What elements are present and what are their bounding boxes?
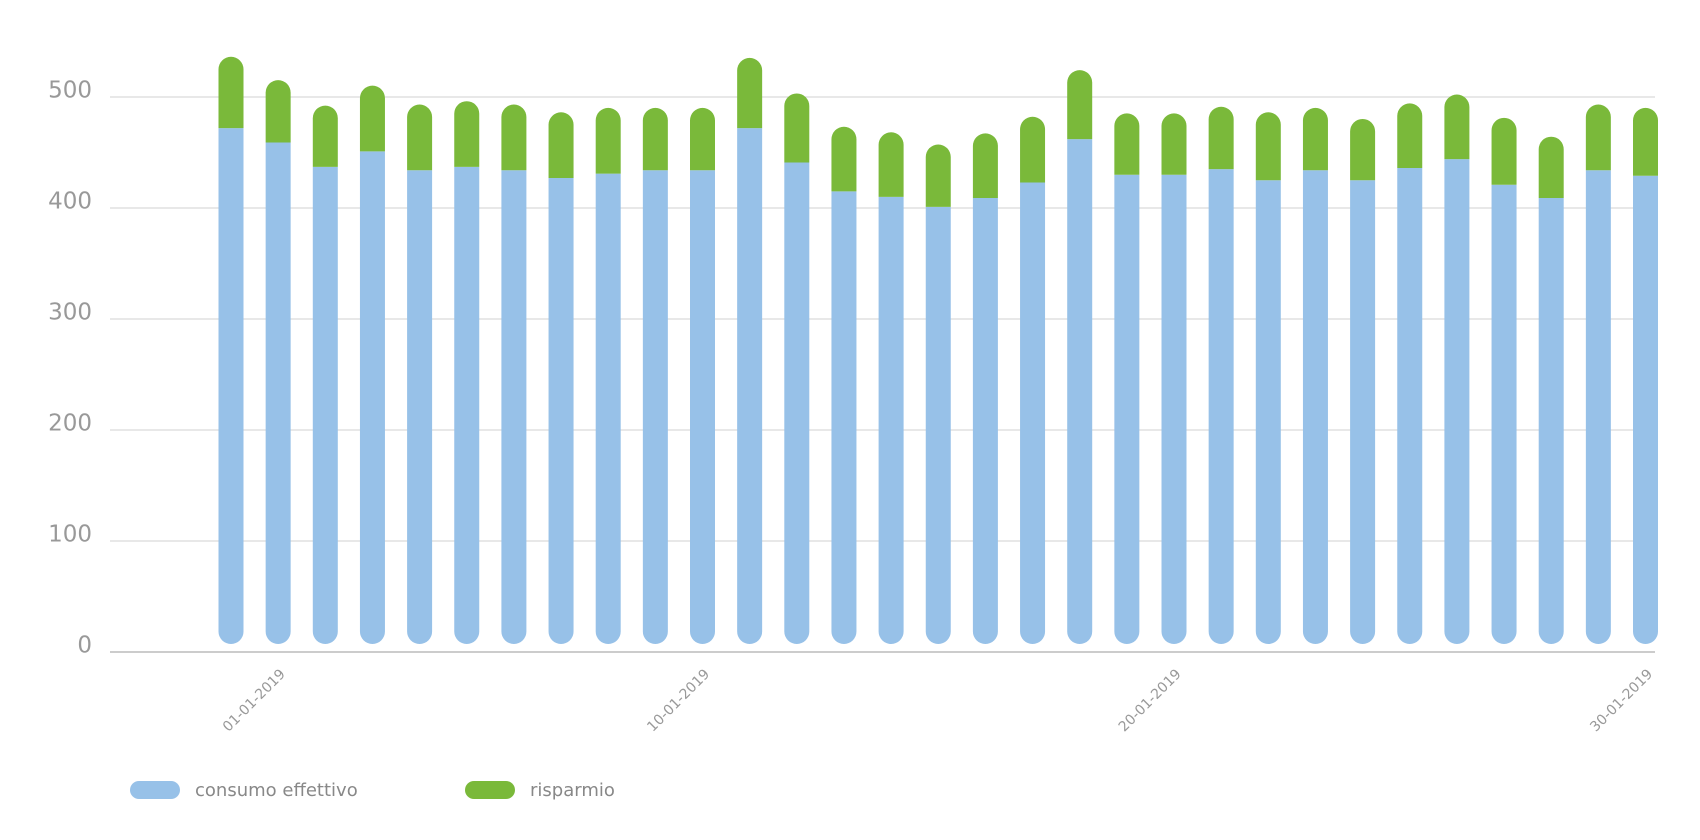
bar-segment <box>548 178 574 644</box>
bar-segment <box>972 198 998 644</box>
bar-segment <box>1302 170 1328 644</box>
bar-segment <box>1114 174 1140 644</box>
legend-swatch <box>465 781 515 799</box>
bar-segment <box>1444 94 1470 160</box>
bar-segment <box>1255 180 1281 644</box>
bar-segment <box>1633 175 1658 644</box>
bar-segment <box>218 56 244 129</box>
bar-segment <box>454 166 480 644</box>
bar-segment <box>407 104 433 171</box>
y-tick-label: 300 <box>48 300 92 326</box>
bar-segment <box>1633 107 1658 176</box>
bar-segment <box>595 107 621 174</box>
bar-segment <box>925 144 951 207</box>
bar-segment <box>312 105 338 167</box>
y-tick-label: 100 <box>48 522 92 548</box>
bar-segment <box>1067 70 1093 140</box>
bar-segment <box>878 196 904 644</box>
bar-segment <box>831 126 857 192</box>
x-tick-label: 10-01-2019 <box>644 666 713 735</box>
bar-segment <box>595 173 621 644</box>
bar-segment <box>1491 184 1517 644</box>
bar-segment <box>1538 136 1564 199</box>
bar-segment <box>1020 182 1046 645</box>
bar-segment <box>690 170 715 644</box>
x-tick-label: 01-01-2019 <box>220 666 289 735</box>
bar-segment <box>1585 170 1611 644</box>
bar-segment <box>878 132 904 197</box>
y-tick-label: 200 <box>48 411 92 437</box>
bar-segment <box>501 170 527 644</box>
x-tick-label: 20-01-2019 <box>1116 666 1185 735</box>
bar-segment <box>642 170 668 644</box>
bar-segment <box>1020 116 1046 183</box>
bar-segment <box>1397 168 1423 645</box>
bar-segment <box>407 170 433 644</box>
bar-segment <box>972 133 998 199</box>
bar-segment <box>1161 174 1187 644</box>
bar-segment <box>1491 117 1517 185</box>
bar-segment <box>690 107 715 171</box>
bar-segment <box>1585 104 1611 171</box>
bar-segment <box>1208 106 1234 170</box>
y-tick-label: 0 <box>77 633 92 659</box>
bar-segment <box>218 128 244 644</box>
bar-segment <box>1397 103 1423 169</box>
bar-segment <box>1350 180 1376 644</box>
bar-segment <box>925 206 951 644</box>
bar-segment <box>1114 113 1140 175</box>
bar-segment <box>784 162 810 644</box>
bar-segment <box>784 93 810 163</box>
bar-segment <box>501 104 527 171</box>
bar-segment <box>1161 113 1187 175</box>
y-tick-label: 500 <box>48 78 92 104</box>
bar-segment <box>1255 112 1281 181</box>
bar-segment <box>1538 198 1564 644</box>
bar-segment <box>548 112 574 179</box>
bar-segment <box>312 166 338 644</box>
bar-segment <box>737 128 763 644</box>
bar-segment <box>1444 159 1470 644</box>
x-tick-label: 30-01-2019 <box>1587 666 1656 735</box>
bar-segment <box>359 151 385 644</box>
bar-segment <box>265 142 291 644</box>
legend-label: consumo effettivo <box>195 780 358 801</box>
bar-segment <box>1067 139 1093 644</box>
bar-segment <box>1208 169 1234 644</box>
bar-segment <box>265 80 291 143</box>
legend-swatch <box>130 781 180 799</box>
bar-segment <box>737 57 763 129</box>
bar-segment <box>1350 118 1376 181</box>
bar-segment <box>642 107 668 171</box>
bar-segment <box>454 101 480 167</box>
y-tick-label: 400 <box>48 189 92 215</box>
bar-segment <box>359 85 385 152</box>
legend-label: risparmio <box>530 780 615 801</box>
bar-segment <box>1302 107 1328 171</box>
bar-segment <box>831 191 857 644</box>
